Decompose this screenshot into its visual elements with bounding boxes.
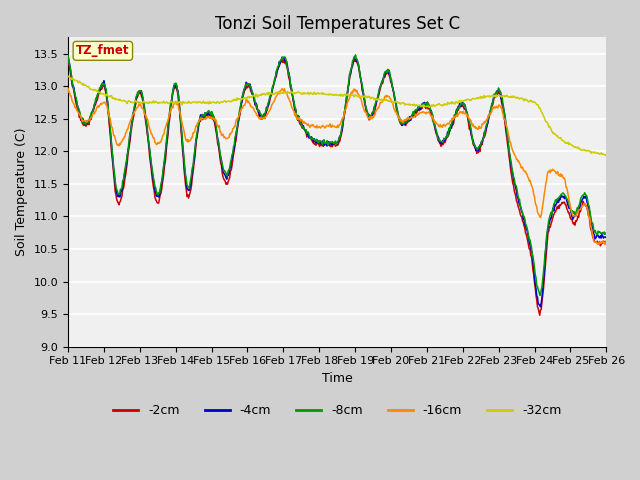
Y-axis label: Soil Temperature (C): Soil Temperature (C) — [15, 128, 28, 256]
X-axis label: Time: Time — [322, 372, 353, 385]
Text: TZ_fmet: TZ_fmet — [76, 44, 130, 57]
Legend: -2cm, -4cm, -8cm, -16cm, -32cm: -2cm, -4cm, -8cm, -16cm, -32cm — [108, 399, 566, 422]
Title: Tonzi Soil Temperatures Set C: Tonzi Soil Temperatures Set C — [214, 15, 460, 33]
